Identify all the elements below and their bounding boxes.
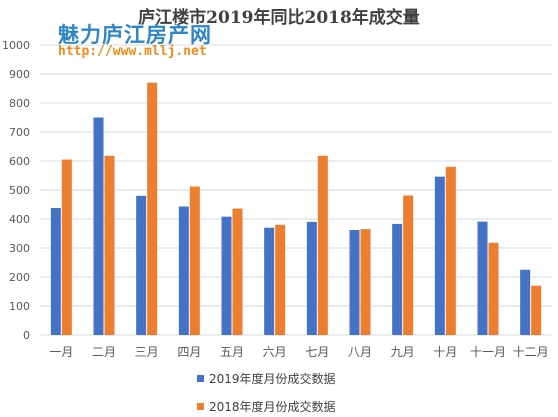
- x-tick-label: 五月: [220, 345, 244, 359]
- bar-2018: [232, 208, 243, 335]
- bar-2018: [104, 155, 115, 335]
- y-tick-label: 100: [9, 300, 30, 313]
- bar-2018: [488, 242, 499, 335]
- bar-2018: [317, 155, 328, 335]
- legend-swatch-2019: [197, 375, 204, 382]
- bar-2019: [392, 223, 403, 335]
- y-tick-label: 400: [9, 213, 30, 226]
- x-tick-label: 十一月: [470, 345, 506, 359]
- bar-2018: [189, 186, 200, 335]
- bar-2018: [445, 166, 456, 335]
- y-tick-label: 700: [9, 126, 30, 139]
- bar-2018: [403, 195, 414, 335]
- x-tick-label: 六月: [263, 345, 287, 359]
- y-tick-label: 0: [23, 329, 30, 342]
- watermark-site-name: 魅力庐江房产网: [58, 23, 212, 47]
- watermark-url: http://www.mllj.net: [58, 44, 207, 59]
- x-tick-label: 四月: [177, 345, 201, 359]
- chart-title: 庐江楼市2019年同比2018年成交量: [138, 8, 420, 28]
- x-tick-label: 三月: [135, 345, 159, 359]
- x-tick-label: 八月: [348, 345, 372, 359]
- x-tick-label: 二月: [92, 345, 116, 359]
- legend-label-2019: 2019年度月份成交数据: [209, 372, 336, 386]
- x-tick-label: 十月: [433, 345, 457, 359]
- bar-2019: [520, 269, 531, 335]
- bar-2019: [306, 221, 317, 335]
- bar-2018: [531, 285, 542, 335]
- y-tick-label: 1000: [2, 39, 30, 52]
- x-tick-label: 九月: [391, 345, 415, 359]
- y-tick-label: 800: [9, 97, 30, 110]
- bar-2019: [477, 221, 488, 335]
- y-tick-label: 500: [9, 184, 30, 197]
- legend-item-2019: 2019年度月份成交数据: [197, 370, 336, 387]
- y-tick-label: 200: [9, 271, 30, 284]
- bar-2019: [178, 206, 189, 335]
- legend-label-2018: 2018年度月份成交数据: [209, 400, 336, 414]
- bar-2019: [221, 216, 232, 335]
- bar-2019: [136, 195, 147, 335]
- bar-2018: [147, 82, 158, 335]
- bar-2019: [50, 207, 61, 335]
- legend-swatch-2018: [197, 403, 204, 410]
- bar-2018: [360, 229, 371, 335]
- bar-2018: [61, 159, 72, 335]
- bar-2019: [264, 227, 275, 335]
- legend-item-2018: 2018年度月份成交数据: [197, 398, 336, 415]
- bar-2019: [434, 176, 445, 335]
- bar-2019: [349, 230, 360, 335]
- x-tick-label: 一月: [49, 345, 73, 359]
- y-tick-label: 900: [9, 68, 30, 81]
- y-tick-label: 300: [9, 242, 30, 255]
- y-tick-label: 600: [9, 155, 30, 168]
- x-tick-label: 七月: [305, 345, 329, 359]
- bar-2018: [275, 224, 286, 335]
- bar-2019: [93, 117, 104, 335]
- x-tick-label: 十二月: [513, 345, 549, 359]
